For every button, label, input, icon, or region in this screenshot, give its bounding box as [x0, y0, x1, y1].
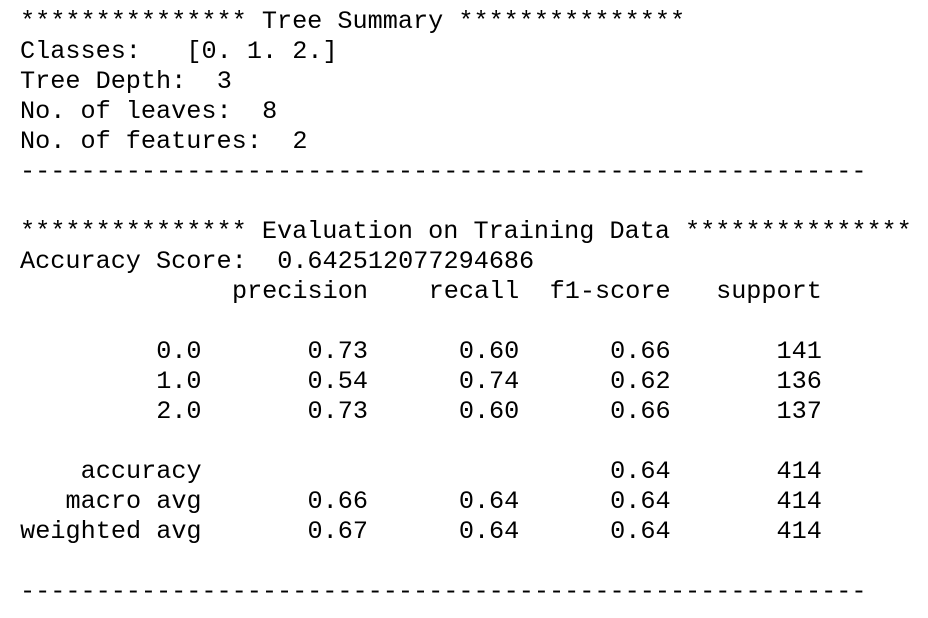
report-cell: 0.66 — [610, 337, 671, 366]
separator: ----------------------------------------… — [20, 157, 867, 186]
report-cell: 136 — [776, 367, 822, 396]
report-header: f1-score — [549, 277, 671, 306]
report-row-label: 2.0 — [156, 397, 202, 426]
report-cell: 0.64 — [610, 487, 671, 516]
summary-label: Classes: — [20, 37, 141, 66]
report-cell: 414 — [776, 457, 822, 486]
summary-label: No. of features: — [20, 127, 262, 156]
report-header: recall — [428, 277, 520, 306]
report-cell: 137 — [776, 397, 822, 426]
report-cell: 141 — [776, 337, 822, 366]
report-cell: 0.64 — [458, 487, 520, 516]
report-cell: 0.67 — [307, 517, 368, 546]
summary-value: 8 — [262, 97, 278, 126]
report-cell: 0.66 — [610, 397, 671, 426]
report-cell: 0.73 — [307, 397, 368, 426]
section-title: *************** Tree Summary ***********… — [20, 7, 686, 36]
separator: ----------------------------------------… — [20, 577, 867, 606]
report-cell: 0.60 — [458, 397, 520, 426]
report-cell: 0.64 — [610, 457, 671, 486]
report-cell: 414 — [776, 487, 822, 516]
summary-label: No. of leaves: — [20, 97, 232, 126]
report-header: support — [716, 277, 822, 306]
report-cell: 0.64 — [458, 517, 520, 546]
report-cell: 0.64 — [610, 517, 671, 546]
report-row-label: weighted avg — [20, 517, 202, 546]
report-row-label: 1.0 — [156, 367, 202, 396]
summary-value: 3 — [216, 67, 232, 96]
report-cell: 0.60 — [458, 337, 520, 366]
accuracy-value: 0.642512077294686 — [277, 247, 535, 276]
report-cell: 0.66 — [307, 487, 368, 516]
summary-value: 2 — [292, 127, 308, 156]
report-cell: 0.74 — [458, 367, 520, 396]
accuracy-label: Accuracy Score: — [20, 247, 247, 276]
section-title: *************** Evaluation on Training D… — [20, 217, 912, 246]
summary-value: [0. 1. 2.] — [186, 37, 338, 66]
report-cell: 0.54 — [307, 367, 368, 396]
report-row-label: accuracy — [80, 457, 202, 486]
report-cell: 0.62 — [610, 367, 671, 396]
report-header: precision — [231, 277, 368, 306]
report-row-label: macro avg — [65, 487, 202, 516]
report-cell: 0.73 — [307, 337, 368, 366]
report-cell: 414 — [776, 517, 822, 546]
summary-label: Tree Depth: — [20, 67, 187, 96]
report-row-label: 0.0 — [156, 337, 202, 366]
